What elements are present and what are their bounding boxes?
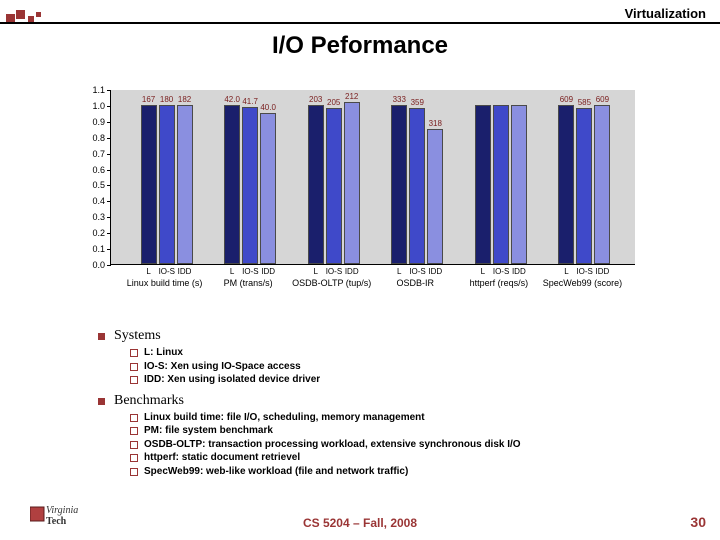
bullet-item: PM: file system benchmark (144, 424, 660, 438)
y-tick: 0.4 (81, 196, 105, 206)
y-tick: 1.0 (81, 101, 105, 111)
svg-text:Tech: Tech (46, 516, 67, 527)
bar-x-label: L (224, 267, 240, 276)
y-tick: 0.8 (81, 133, 105, 143)
y-tick: 1.1 (81, 85, 105, 95)
bar-x-label: IO-S (409, 267, 425, 276)
bullet-content: Systems L: LinuxIO-S: Xen using IO-Space … (100, 322, 660, 478)
bar (493, 105, 509, 264)
bullet-item: IO-S: Xen using IO-Space access (144, 360, 660, 374)
bar (242, 107, 258, 265)
footer-course: CS 5204 – Fall, 2008 (0, 516, 720, 530)
bar (558, 105, 574, 264)
header-underline (0, 22, 720, 24)
bar-value-label: 609 (591, 95, 613, 104)
bullet-item: httperf: static document retrievel (144, 451, 660, 465)
bar-value-label: 182 (174, 95, 196, 104)
bullet-item: L: Linux (144, 346, 660, 360)
bullet-item: IDD: Xen using isolated device driver (144, 373, 660, 387)
bar-value-label: 40.0 (257, 103, 279, 112)
y-tick: 0.3 (81, 212, 105, 222)
page-number: 30 (690, 514, 706, 530)
bar-x-label: IO-S (326, 267, 342, 276)
bar (344, 102, 360, 264)
bar-x-label: IO-S (242, 267, 258, 276)
bar-x-label: L (391, 267, 407, 276)
y-tick: 0.6 (81, 165, 105, 175)
group-label: SpecWeb99 (score) (537, 278, 627, 288)
bar (475, 105, 491, 264)
bar-x-label: L (141, 267, 157, 276)
chart-group: 333L359IO-S318IDDOSDB-IR (385, 89, 445, 264)
bar-x-label: IDD (260, 267, 276, 276)
bar (427, 129, 443, 264)
bar (308, 105, 324, 264)
group-label: Linux build time (s) (120, 278, 210, 288)
chart-group: LIO-SIDDhttperf (reqs/s) (469, 89, 529, 264)
bar (177, 105, 193, 264)
bar-x-label: IO-S (159, 267, 175, 276)
bar-x-label: IDD (177, 267, 193, 276)
y-tick: 0.0 (81, 260, 105, 270)
y-tick: 0.5 (81, 180, 105, 190)
bar-x-label: L (308, 267, 324, 276)
y-tick: 0.2 (81, 228, 105, 238)
bar (260, 113, 276, 264)
bar (141, 105, 157, 264)
bar-x-label: IDD (344, 267, 360, 276)
section-heading: Benchmarks (114, 393, 660, 409)
io-performance-chart: 0.00.10.20.30.40.50.60.70.80.91.01.1167L… (80, 90, 640, 290)
section-heading: Systems (114, 328, 660, 344)
bar (159, 105, 175, 264)
group-label: OSDB-OLTP (tup/s) (287, 278, 377, 288)
bar-x-label: L (558, 267, 574, 276)
bar (576, 108, 592, 264)
header-topic: Virtualization (625, 6, 706, 21)
bar-value-label: 212 (341, 92, 363, 101)
chart-group: 167L180IO-S182IDDLinux build time (s) (135, 89, 195, 264)
bar-x-label: L (475, 267, 491, 276)
bar (224, 105, 240, 264)
bullet-item: OSDB-OLTP: transaction processing worklo… (144, 438, 660, 452)
y-tick: 0.9 (81, 117, 105, 127)
group-label: httperf (reqs/s) (454, 278, 544, 288)
chart-group: 203L205IO-S212IDDOSDB-OLTP (tup/s) (302, 89, 362, 264)
bar (326, 108, 342, 264)
svg-text:Virginia: Virginia (46, 505, 78, 516)
bar-x-label: IDD (511, 267, 527, 276)
chart-group: 609L585IO-S609IDDSpecWeb99 (score) (552, 89, 612, 264)
group-label: PM (trans/s) (203, 278, 293, 288)
slide-title: I/O Peformance (0, 32, 720, 60)
bar-x-label: IDD (594, 267, 610, 276)
bar (391, 105, 407, 264)
y-tick: 0.7 (81, 149, 105, 159)
bar (409, 108, 425, 264)
group-label: OSDB-IR (370, 278, 460, 288)
y-tick: 0.1 (81, 244, 105, 254)
vt-logo: Virginia Tech (30, 501, 84, 534)
bar-value-label: 318 (424, 119, 446, 128)
bar-value-label: 359 (406, 98, 428, 107)
bullet-item: Linux build time: file I/O, scheduling, … (144, 411, 660, 425)
bar-x-label: IO-S (493, 267, 509, 276)
bar (511, 105, 527, 264)
bullet-item: SpecWeb99: web-like workload (file and n… (144, 465, 660, 479)
chart-group: 42.0L41.7IO-S40.0IDDPM (trans/s) (218, 89, 278, 264)
bar-x-label: IO-S (576, 267, 592, 276)
bar (594, 105, 610, 264)
bar-x-label: IDD (427, 267, 443, 276)
